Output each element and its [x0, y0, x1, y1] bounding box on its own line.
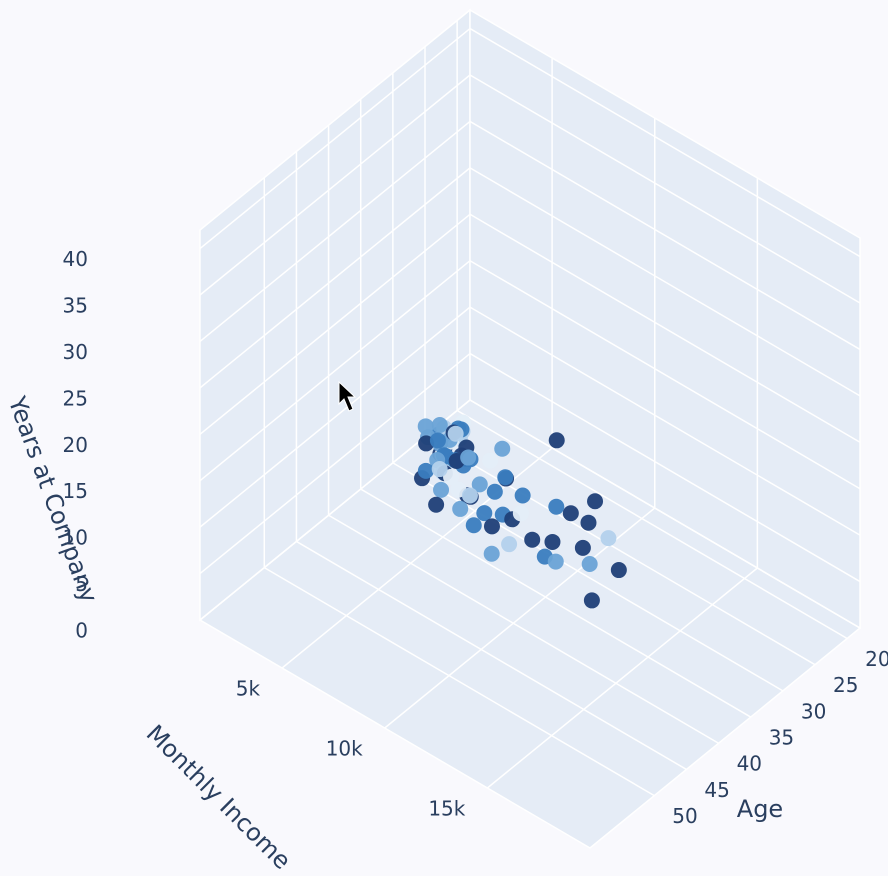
- grid-line: [469, 213, 861, 443]
- mouse-cursor: [338, 380, 357, 412]
- point: [417, 462, 434, 479]
- z-axis-title: Years at Company: [2, 392, 103, 606]
- point: [428, 496, 445, 513]
- point: [486, 483, 503, 500]
- point: [580, 514, 597, 531]
- point: [497, 469, 514, 486]
- grid-line: [199, 213, 471, 435]
- grid-line: [469, 399, 861, 629]
- grid-line: [469, 260, 861, 490]
- x-tick-label: 35: [769, 726, 794, 750]
- point: [460, 449, 477, 466]
- point: [482, 452, 499, 469]
- grid-line: [469, 120, 861, 351]
- x-tick-label: 25: [833, 673, 858, 697]
- grid-line: [296, 540, 687, 771]
- grid-line: [486, 567, 758, 789]
- grid-line: [199, 74, 471, 296]
- grid-line: [199, 167, 471, 389]
- grid-line: [360, 488, 752, 718]
- z-tick-label: 40: [63, 247, 88, 271]
- z-tick-label: 15: [63, 479, 88, 503]
- point: [547, 553, 564, 570]
- grid-line: [392, 462, 784, 692]
- point: [417, 418, 434, 435]
- z-tick-label: 25: [63, 386, 88, 410]
- z-tick-label: 5: [75, 572, 88, 596]
- point: [581, 556, 598, 573]
- point: [583, 592, 600, 609]
- x-tick-label: 30: [801, 699, 826, 723]
- point: [452, 500, 469, 517]
- y-tick-label: 5k: [236, 677, 261, 701]
- point: [431, 461, 448, 478]
- point: [600, 530, 617, 547]
- grid-line: [456, 409, 848, 640]
- grid-line: [328, 514, 719, 744]
- grid-line: [424, 436, 816, 666]
- point: [574, 539, 591, 556]
- scene: [198, 8, 862, 849]
- grid-line: [469, 167, 861, 397]
- point: [465, 517, 482, 534]
- point: [501, 536, 518, 553]
- point: [476, 505, 493, 522]
- point: [548, 498, 565, 515]
- point: [524, 531, 541, 548]
- grid-line: [199, 27, 471, 250]
- point: [544, 533, 561, 550]
- point: [483, 545, 500, 562]
- grid-line: [469, 306, 861, 536]
- x-tick-label: 50: [672, 804, 697, 828]
- point: [587, 493, 604, 510]
- point: [562, 505, 579, 522]
- z-tick-label: 30: [63, 340, 88, 364]
- point: [483, 518, 500, 535]
- z-tick-label: 10: [63, 526, 88, 550]
- point: [461, 487, 478, 504]
- grid-line: [469, 352, 861, 583]
- grid-line: [199, 260, 471, 482]
- point: [443, 468, 460, 485]
- x-tick-label: 40: [737, 752, 762, 776]
- point: [494, 440, 511, 457]
- grid-line: [263, 566, 655, 797]
- y-axis-title: Monthly Income: [141, 719, 297, 875]
- point: [548, 432, 565, 449]
- x-tick-label: 45: [704, 778, 729, 802]
- grid-line: [199, 120, 471, 343]
- points: [414, 414, 627, 609]
- point: [514, 487, 531, 504]
- y-tick-label: 15k: [428, 797, 465, 821]
- grid-line: [199, 352, 471, 575]
- y-tick-label: 10k: [326, 737, 363, 761]
- x-axis-title: Age: [737, 795, 783, 823]
- x-tick-label: 20: [865, 647, 888, 671]
- point: [429, 432, 446, 449]
- z-tick-label: 35: [63, 294, 88, 318]
- point: [431, 417, 448, 434]
- point: [471, 476, 488, 493]
- z-tick-label: 20: [63, 433, 88, 457]
- point: [433, 481, 450, 498]
- grid-line: [469, 74, 861, 304]
- point: [512, 505, 529, 522]
- grid-line: [469, 27, 861, 258]
- point: [610, 562, 627, 579]
- z-tick-label: 0: [75, 619, 88, 643]
- grid-line: [199, 306, 471, 528]
- point: [447, 425, 464, 442]
